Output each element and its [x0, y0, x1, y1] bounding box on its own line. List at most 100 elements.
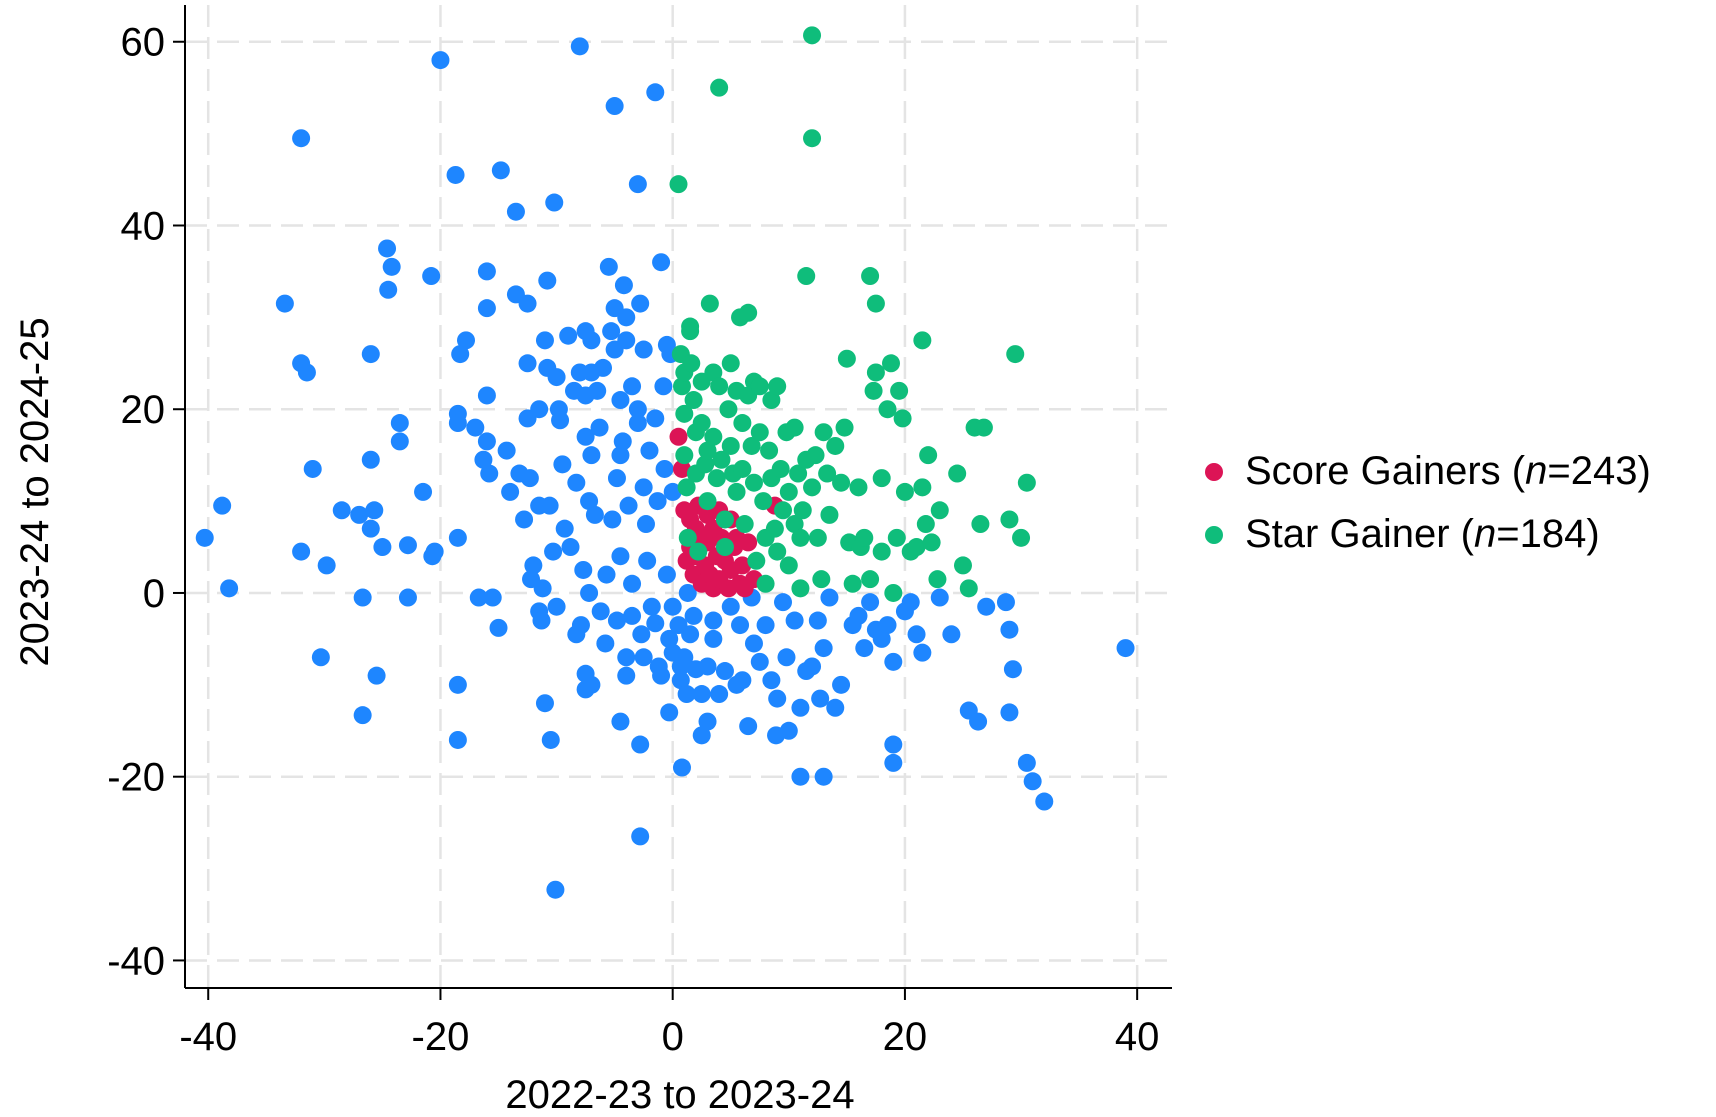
scatter-point [669, 175, 688, 194]
scatter-point [590, 418, 609, 437]
scatter-point [594, 358, 613, 377]
scatter-point [1017, 753, 1036, 772]
scatter-point [884, 652, 903, 671]
scatter-point [361, 345, 380, 364]
scatter-point [628, 414, 647, 433]
scatter-point [1006, 345, 1025, 364]
scatter-point [672, 459, 691, 478]
scatter-point [448, 730, 467, 749]
scatter-point [675, 446, 694, 465]
scatter-point [431, 51, 450, 70]
scatter-point [632, 625, 651, 644]
scatter-point [533, 579, 552, 598]
scatter-point [195, 528, 214, 547]
scatter-point [617, 308, 636, 327]
scatter-point [698, 441, 717, 460]
scatter-point [414, 482, 433, 501]
scatter-point [715, 510, 734, 529]
scatter-point [678, 583, 697, 602]
scatter-point [489, 618, 508, 637]
legend-item: Score Gainers (n=243) [1195, 440, 1651, 503]
y-tick-label: 0 [143, 572, 165, 616]
scatter-point [707, 469, 726, 488]
scatter-point [642, 597, 661, 616]
scatter-point [483, 588, 502, 607]
scatter-point [1035, 792, 1054, 811]
x-tick-label: 20 [883, 1015, 928, 1059]
y-tick-label: -40 [107, 939, 165, 983]
scatter-point [710, 78, 729, 97]
scatter-point [682, 354, 701, 373]
scatter-point [596, 634, 615, 653]
scatter-point [477, 262, 496, 281]
scatter-point [878, 616, 897, 635]
scatter-point [491, 161, 510, 180]
scatter-point [913, 643, 932, 662]
scatter-point [553, 455, 572, 474]
scatter-point [733, 414, 752, 433]
scatter-point [754, 492, 773, 511]
scatter-point [361, 450, 380, 469]
scatter-point [652, 253, 671, 272]
scatter-point [692, 726, 711, 745]
scatter-point [971, 515, 990, 534]
scatter-point [614, 276, 633, 295]
scatter-point [704, 427, 723, 446]
scatter-point [446, 165, 465, 184]
scatter-point [765, 519, 784, 538]
scatter-point [820, 588, 839, 607]
scatter-point [843, 574, 862, 593]
scatter-point [631, 735, 650, 754]
legend: Score Gainers (n=243) Star Gainer (n=184) [1195, 440, 1651, 566]
scatter-point [948, 464, 967, 483]
scatter-point [602, 322, 621, 341]
scatter-point [721, 436, 740, 455]
x-tick-label: -40 [179, 1015, 237, 1059]
scatter-point [390, 432, 409, 451]
scatter-point [292, 542, 311, 561]
scatter-point [332, 501, 351, 520]
scatter-point [518, 294, 537, 313]
scatter-point [398, 536, 417, 555]
scatter-point [913, 331, 932, 350]
scatter-point [785, 418, 804, 437]
scatter-point [311, 648, 330, 667]
scatter-point [742, 436, 761, 455]
scatter-point [619, 496, 638, 515]
scatter-point [466, 418, 485, 437]
scatter-point [913, 478, 932, 497]
scatter-point [884, 583, 903, 602]
scatter-point [611, 446, 630, 465]
scatter-point [808, 611, 827, 630]
scatter-point [555, 519, 574, 538]
scatter-point [588, 381, 607, 400]
scatter-point [864, 381, 883, 400]
scatter-point [779, 556, 798, 575]
scatter-point [942, 625, 961, 644]
scatter-point [671, 671, 690, 690]
scatter-point [628, 400, 647, 419]
scatter-point [646, 409, 665, 428]
scatter-point [789, 464, 808, 483]
scatter-point [657, 565, 676, 584]
scatter-point [814, 639, 833, 658]
scatter-point [1000, 703, 1019, 722]
scatter-point [953, 556, 972, 575]
scatter-point [1000, 510, 1019, 529]
scatter-point [715, 662, 734, 681]
scatter-point [750, 423, 769, 442]
scatter-point [721, 354, 740, 373]
scatter-point [457, 331, 476, 350]
scatter-point [710, 377, 729, 396]
scatter-point [698, 657, 717, 676]
scatter-point [515, 510, 534, 529]
scatter-point [599, 257, 618, 276]
scatter-point [648, 492, 667, 511]
scatter-point [779, 482, 798, 501]
scatter-point [890, 381, 909, 400]
scatter-point [660, 629, 679, 648]
scatter-point [771, 459, 790, 478]
scatter-point [878, 400, 897, 419]
scatter-point [704, 363, 723, 382]
scatter-point [744, 634, 763, 653]
